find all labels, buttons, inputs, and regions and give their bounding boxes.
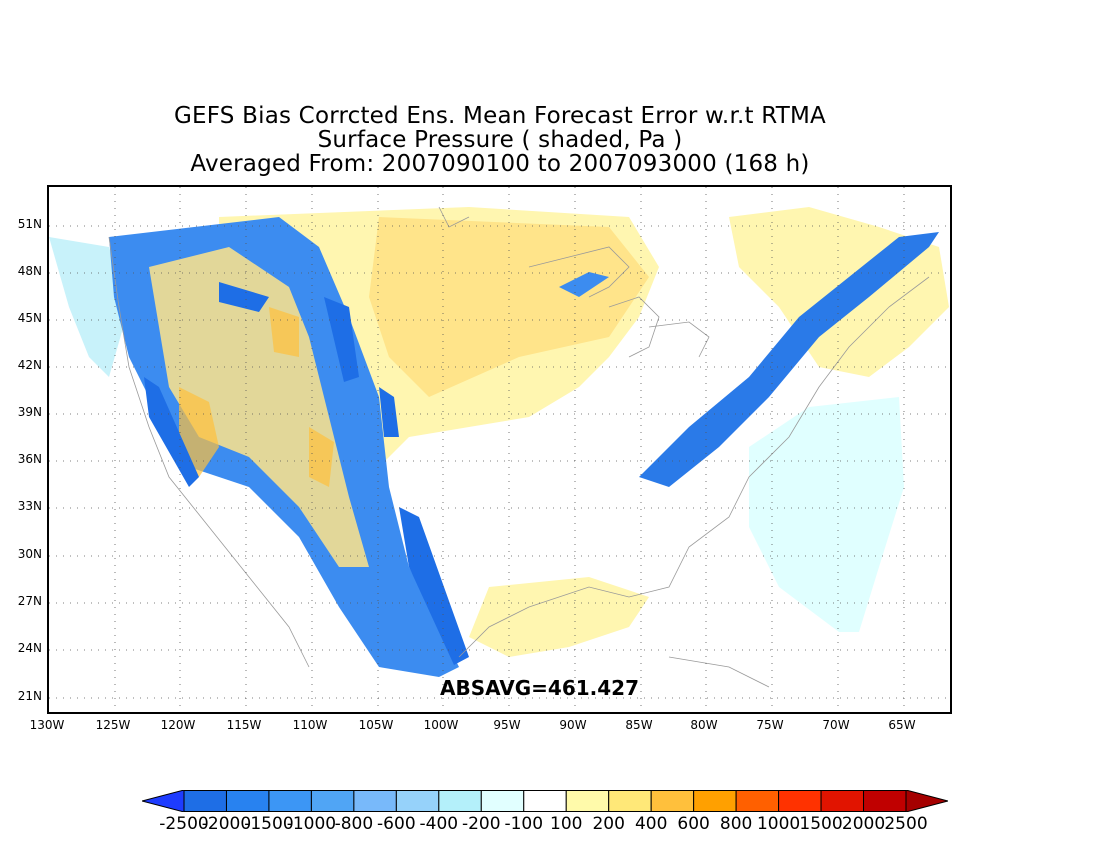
positive-bias-region-gulf: [469, 577, 649, 657]
negative-bias-appalachians: [639, 232, 939, 487]
colorbar-tick-label: 1500: [799, 814, 843, 834]
colorbar-tick-label: 200: [592, 814, 625, 834]
colorbar-segment: [735, 790, 780, 812]
colorbar-segment: [183, 790, 227, 812]
lon-label-110w: 110W: [292, 718, 328, 732]
negative-bias-pacific: [49, 237, 129, 377]
colorbar-tick-label: -100: [504, 814, 544, 834]
colorbar-segment-max: [905, 790, 948, 812]
colorbar-segment-min: [142, 790, 185, 812]
map-title-line1: GEFS Bias Corrcted Ens. Mean Forecast Er…: [174, 103, 826, 129]
colorbar-segment: [608, 790, 652, 812]
absavg-annotation: ABSAVG=461.427: [440, 676, 639, 700]
colorbar-segment: [480, 790, 525, 812]
colorbar-tick-label: 2500: [884, 814, 928, 834]
colorbar-tick-label: 600: [677, 814, 710, 834]
lat-label-51n: 51N: [17, 217, 42, 231]
colorbar-tick-label: -2000: [201, 814, 252, 834]
coastline-boundaries: [108, 206, 930, 688]
map-panel: [47, 185, 952, 714]
colorbar-tick-label: 1000: [756, 814, 801, 834]
colorbar-segment: [820, 790, 865, 812]
negative-bias-great-lakes: [559, 272, 609, 297]
lon-label-75w: 75W: [756, 718, 784, 732]
colorbar: [142, 790, 948, 812]
lat-label-30n: 30N: [17, 547, 42, 561]
lon-label-85w: 85W: [625, 718, 653, 732]
lon-label-105w: 105W: [358, 718, 394, 732]
lon-label-130w: 130W: [29, 718, 65, 732]
colorbar-segment: [225, 790, 270, 812]
colorbar-segment: [565, 790, 610, 812]
lon-label-65w: 65W: [888, 718, 916, 732]
colorbar-segment: [268, 790, 312, 812]
colorbar-tick-label: 100: [550, 814, 583, 834]
lon-label-70w: 70W: [822, 718, 850, 732]
colorbar-tick-label: -1500: [244, 814, 294, 834]
map-title-line3: Averaged From: 2007090100 to 2007093000 …: [190, 151, 810, 177]
positive-bias-western-patches: [179, 307, 334, 487]
lon-label-100w: 100W: [423, 718, 459, 732]
colorbar-tick-label: 800: [719, 814, 753, 834]
lon-label-125w: 125W: [95, 718, 131, 732]
colorbar-tick-label: -200: [461, 814, 501, 834]
colorbar-segment: [353, 790, 397, 812]
colorbar-segment: [523, 790, 567, 812]
lat-label-33n: 33N: [17, 499, 42, 513]
colorbar-tick-label: -800: [334, 814, 374, 834]
colorbar-segment: [395, 790, 440, 812]
colorbar-segment: [863, 790, 907, 812]
colorbar-segment: [650, 790, 695, 812]
colorbar-segment: [693, 790, 737, 812]
colorbar-tick-label: -1000: [286, 814, 337, 834]
lon-label-90w: 90W: [559, 718, 587, 732]
lat-label-39n: 39N: [17, 405, 42, 419]
colorbar-tick-label: -2500: [159, 814, 209, 834]
lat-label-42n: 42N: [17, 358, 42, 372]
negative-bias-western-streaks: [144, 282, 469, 665]
lon-label-120w: 120W: [160, 718, 196, 732]
positive-bias-western-terrain: [149, 247, 369, 567]
map-plot: [49, 187, 950, 712]
colorbar-tick-label: -600: [377, 814, 416, 834]
lat-label-45n: 45N: [17, 311, 42, 325]
colorbar-segment: [310, 790, 355, 812]
colorbar-segment: [778, 790, 822, 812]
colorbar-tick-label: 2000: [841, 814, 886, 834]
map-title-line2: Surface Pressure ( shaded, Pa ): [317, 127, 683, 153]
negative-bias-atlantic: [749, 397, 904, 632]
lon-label-115w: 115W: [226, 718, 262, 732]
lat-label-27n: 27N: [17, 594, 42, 608]
colorbar-segment: [438, 790, 482, 812]
lon-label-95w: 95W: [493, 718, 521, 732]
lon-label-80w: 80W: [690, 718, 718, 732]
lat-label-36n: 36N: [17, 452, 42, 466]
lat-label-24n: 24N: [17, 641, 42, 655]
lat-label-21n: 21N: [17, 689, 42, 703]
lat-label-48n: 48N: [17, 264, 42, 278]
colorbar-tick-label: 400: [634, 814, 668, 834]
colorbar-tick-label: -400: [419, 814, 459, 834]
